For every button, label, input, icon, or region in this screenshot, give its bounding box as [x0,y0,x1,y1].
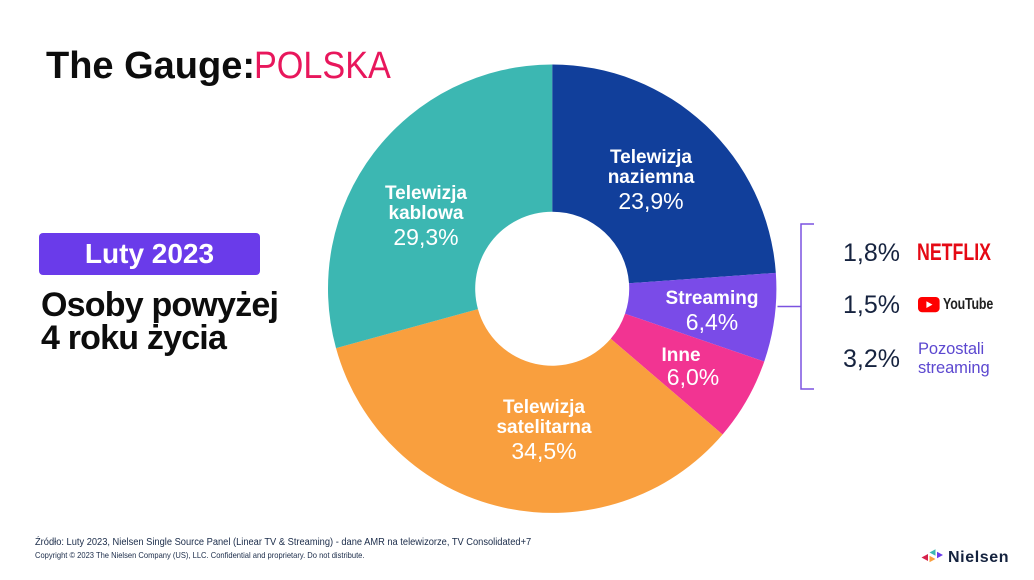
svg-text:Nielsen: Nielsen [948,549,1009,566]
